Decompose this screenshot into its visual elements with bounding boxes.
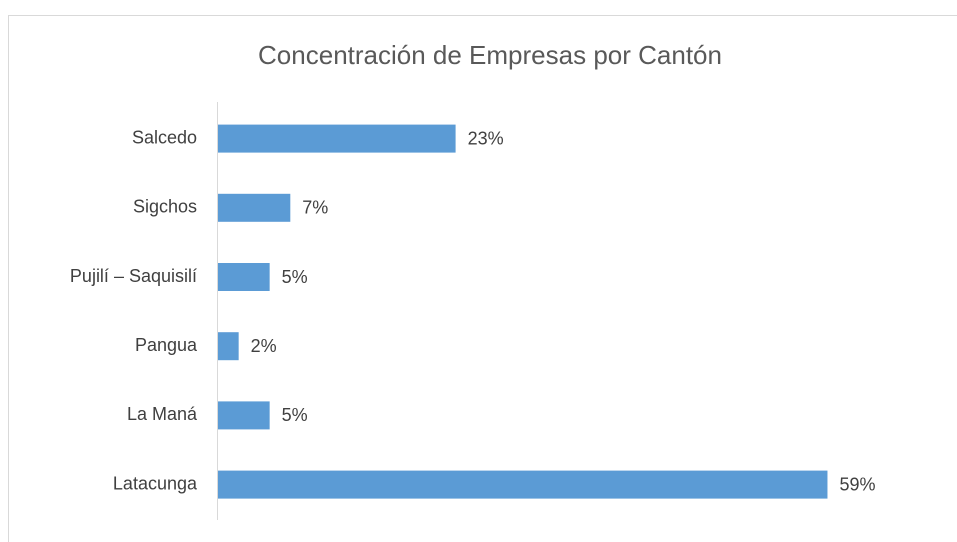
data-label: 2% bbox=[251, 336, 277, 356]
bar bbox=[218, 263, 270, 291]
category-label: Pujilí – Saquisilí bbox=[70, 266, 197, 286]
category-label: Pangua bbox=[135, 335, 198, 355]
bar bbox=[218, 332, 239, 361]
data-label: 7% bbox=[302, 198, 328, 218]
category-label: Sigchos bbox=[133, 197, 197, 217]
data-label: 59% bbox=[839, 474, 875, 494]
category-label: Latacunga bbox=[113, 473, 198, 493]
bar bbox=[218, 193, 291, 222]
category-label: Salcedo bbox=[132, 127, 197, 147]
bar bbox=[218, 470, 828, 499]
data-label: 23% bbox=[468, 128, 504, 148]
chart-title: Concentración de Empresas por Cantón bbox=[258, 40, 722, 70]
bar bbox=[218, 124, 456, 153]
data-label: 5% bbox=[282, 405, 308, 425]
bar bbox=[218, 401, 270, 430]
chart-frame bbox=[8, 15, 957, 542]
data-label: 5% bbox=[282, 267, 308, 287]
category-label: La Maná bbox=[127, 404, 198, 424]
